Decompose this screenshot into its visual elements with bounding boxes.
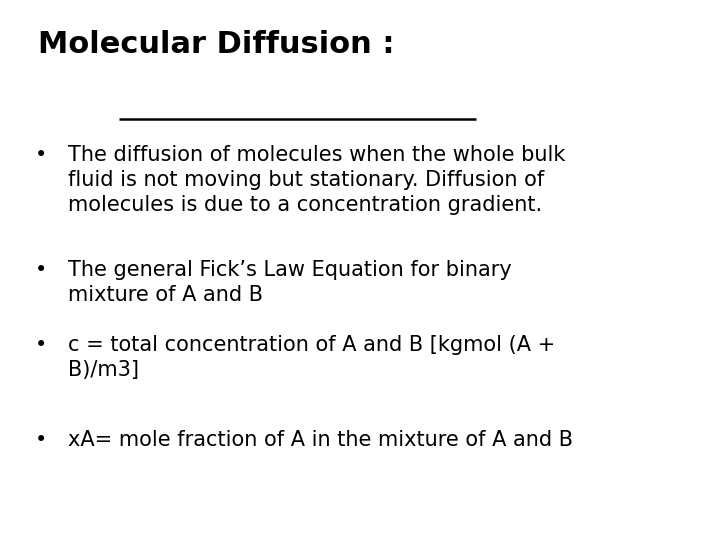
Text: •: • (35, 430, 48, 450)
Text: c = total concentration of A and B [kgmol (A +
B)/m3]: c = total concentration of A and B [kgmo… (68, 335, 555, 380)
Text: The general Fick’s Law Equation for binary
mixture of A and B: The general Fick’s Law Equation for bina… (68, 260, 512, 305)
Text: •: • (35, 260, 48, 280)
Text: Molecular Diffusion :: Molecular Diffusion : (38, 30, 395, 59)
Text: The diffusion of molecules when the whole bulk
fluid is not moving but stationar: The diffusion of molecules when the whol… (68, 145, 565, 214)
Text: •: • (35, 145, 48, 165)
Text: xA= mole fraction of A in the mixture of A and B: xA= mole fraction of A in the mixture of… (68, 430, 573, 450)
Text: •: • (35, 335, 48, 355)
